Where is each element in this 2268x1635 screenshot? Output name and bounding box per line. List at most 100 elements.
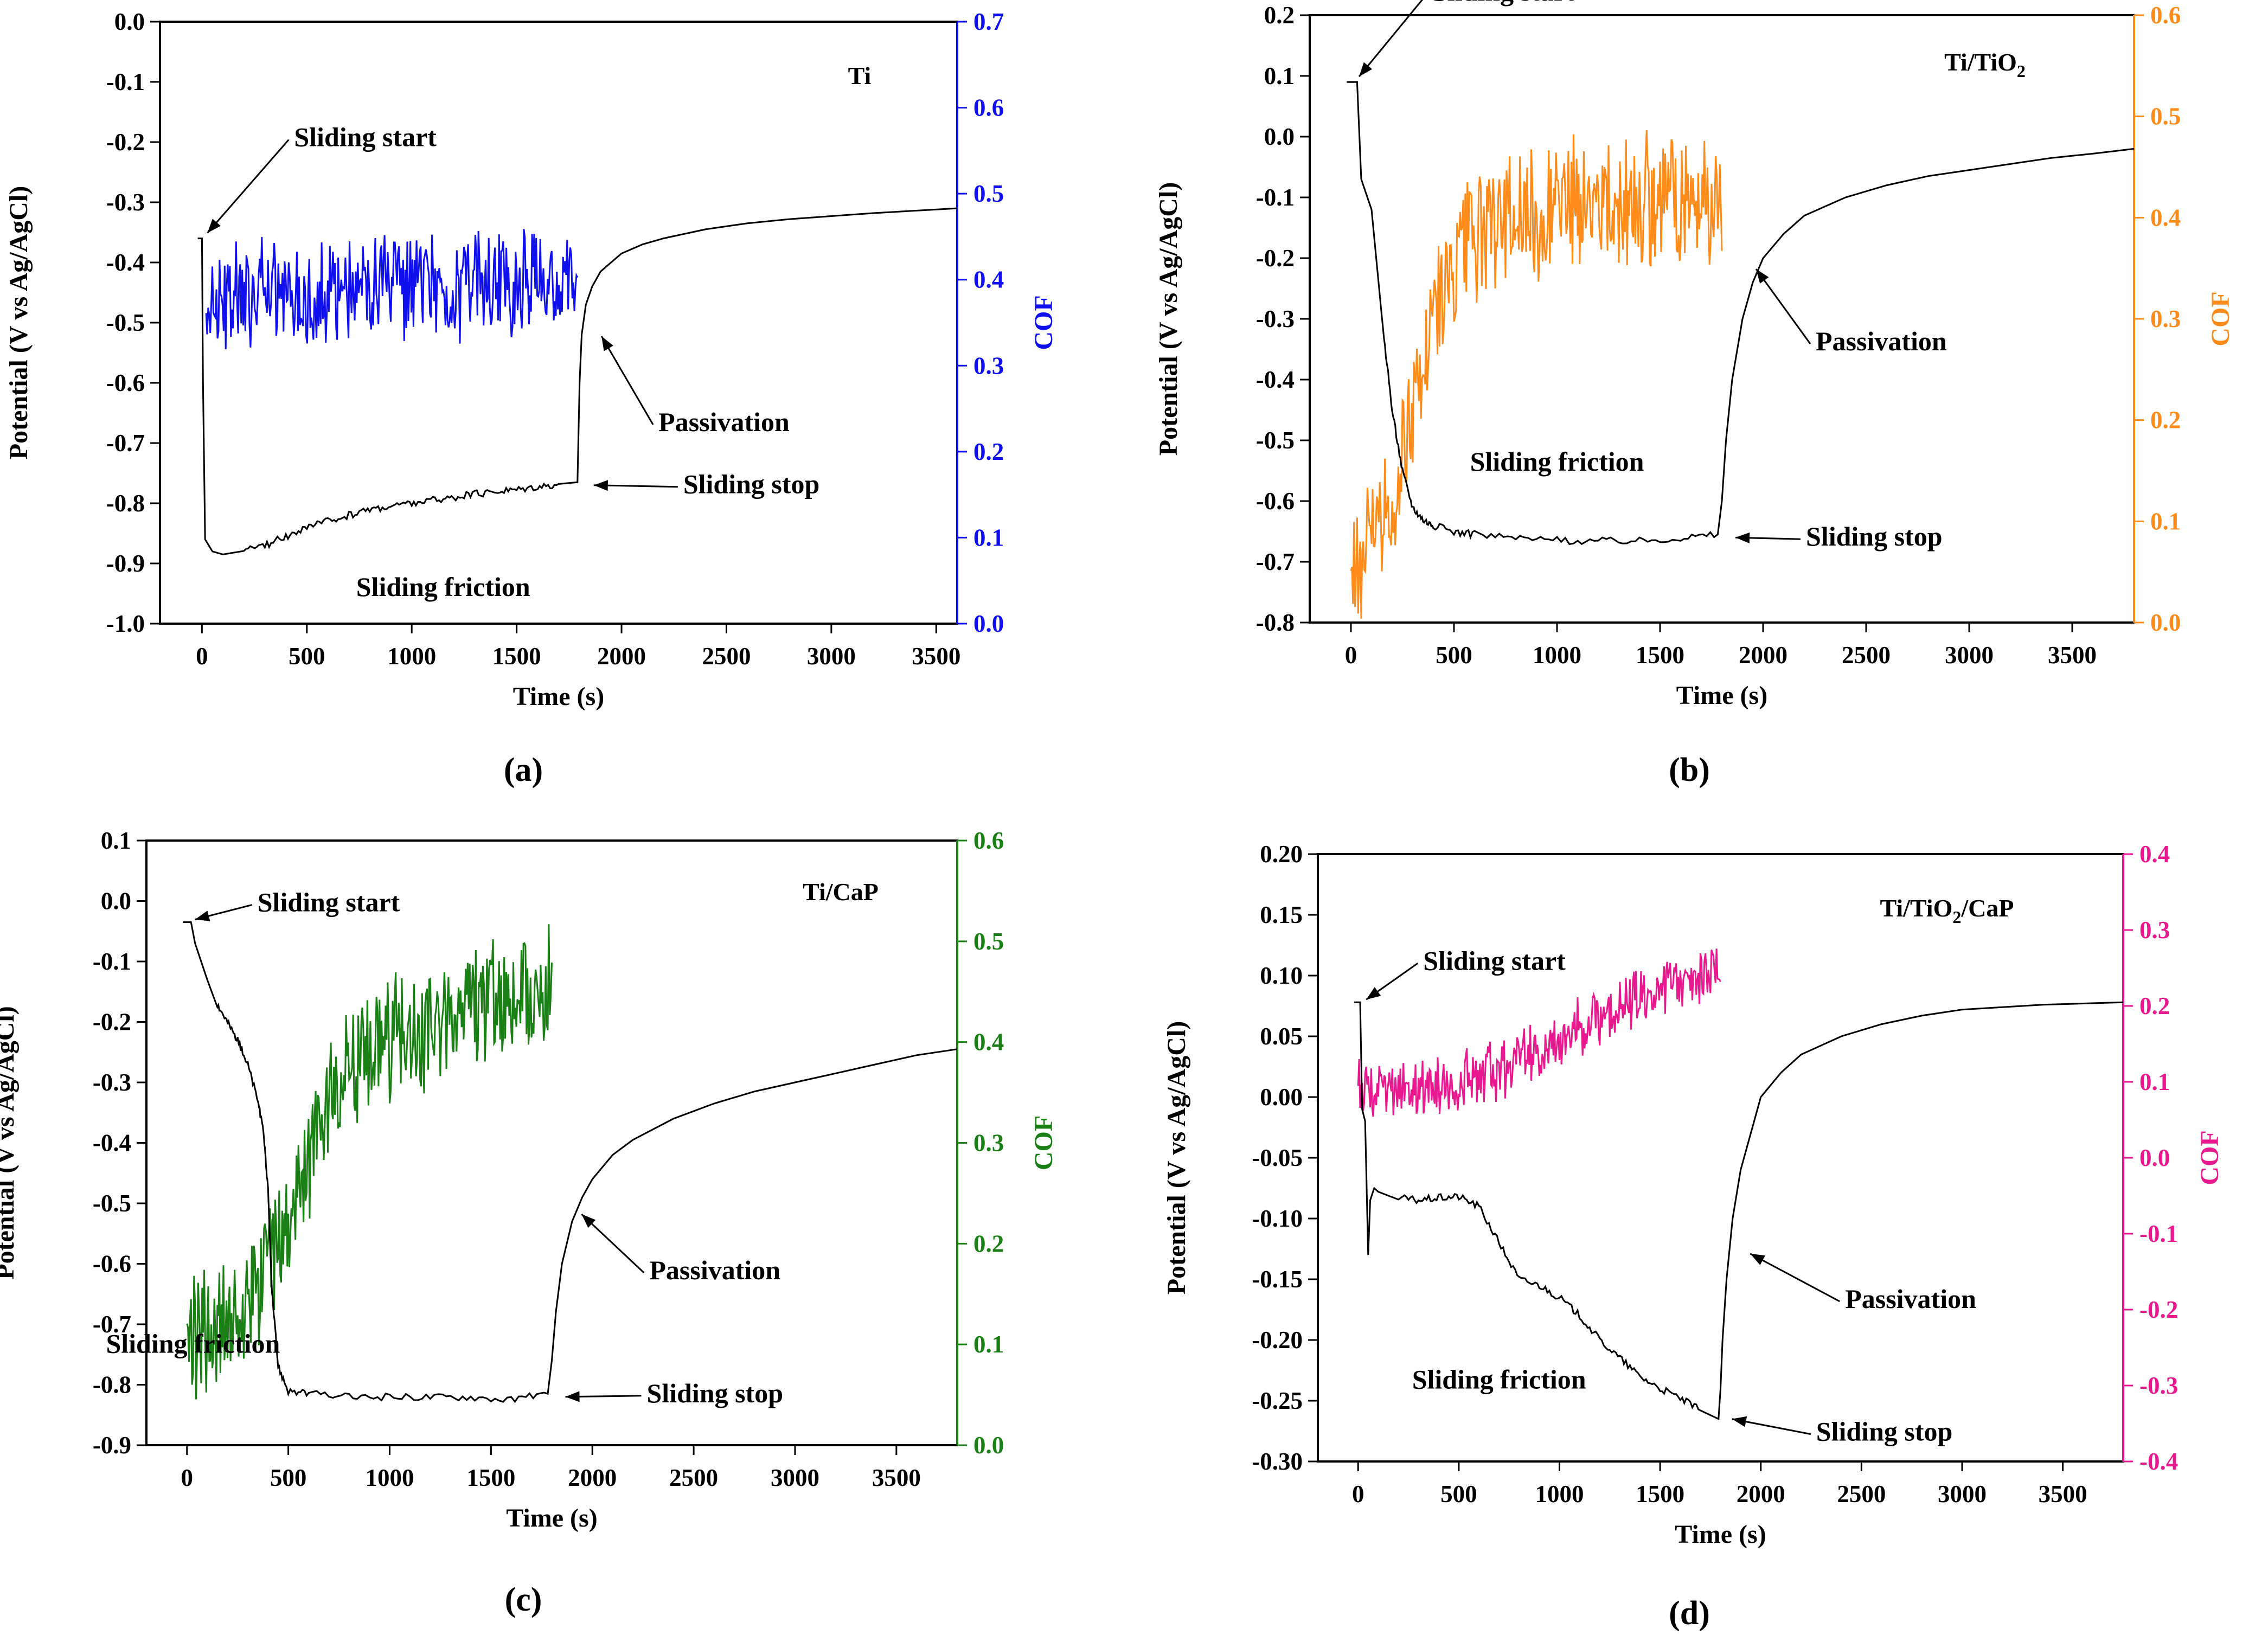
- x-tick-label: 1500: [492, 643, 541, 670]
- chart-panel-b: 0 500 1000 1500 2000 2500 3000 3500 0.2 0.1 0.0 -0.…: [1154, 0, 2235, 788]
- annotation-arrowhead: [207, 219, 221, 233]
- y-tick-label: -1.0: [106, 610, 145, 637]
- panel-title-text: Ti/TiO: [1944, 48, 2017, 76]
- plot-frame: [159, 21, 958, 625]
- y-tick-label: -0.15: [1252, 1266, 1303, 1293]
- x-tick-label: 3000: [807, 643, 856, 670]
- y-tick-label: -0.1: [93, 948, 131, 975]
- x-tick-label: 0: [196, 643, 208, 670]
- y-tick-label: 0.0: [101, 888, 131, 915]
- y-tick-label: -0.9: [106, 550, 145, 577]
- y-tick-label: 0.1: [1264, 62, 1295, 89]
- panel-title-text: Ti/CaP: [803, 878, 879, 906]
- annotation-arrowhead: [581, 1214, 596, 1228]
- cof-series-line: [205, 229, 579, 349]
- y-tick-label: -0.7: [93, 1311, 131, 1338]
- y-tick-label: 0.20: [1260, 841, 1303, 868]
- y2-tick-label: -0.3: [2139, 1372, 2178, 1399]
- y2-tick-label: 0.2: [973, 438, 1004, 465]
- y2-tick-label: 0.4: [973, 1029, 1004, 1056]
- x-tick-label: 1000: [387, 643, 436, 670]
- x-tick-label: 2500: [1842, 642, 1891, 669]
- panel-title-tail: /CaP: [1961, 894, 2014, 922]
- x-tick-label: 2500: [1837, 1480, 1886, 1508]
- x-tick-label: 500: [289, 643, 325, 670]
- annotation-label: Sliding stop: [683, 469, 820, 499]
- annotation-label: Sliding stop: [647, 1378, 784, 1408]
- annotation-label: Sliding friction: [106, 1328, 280, 1358]
- y2-tick-label: 0.1: [973, 524, 1004, 551]
- y2-tick-label: 0.4: [2150, 204, 2181, 231]
- y2-tick-label: 0.1: [2139, 1068, 2170, 1095]
- panel-title-subscript: 2: [2017, 61, 2026, 81]
- annotation-arrowhead: [195, 911, 210, 921]
- annotation-arrowhead: [1359, 62, 1373, 77]
- annotation-label: Sliding start: [1432, 0, 1575, 7]
- y-tick-label: -0.8: [1256, 609, 1295, 636]
- x-tick-label: 0: [181, 1464, 194, 1491]
- x-axis-label: Time (s): [1675, 1520, 1766, 1549]
- panel-label: (a): [504, 752, 543, 788]
- annotation-arrowhead: [601, 336, 613, 351]
- y2-tick-label: 0.3: [973, 352, 1004, 379]
- x-tick-label: 0: [1352, 1480, 1364, 1508]
- y2-tick-label: 0.5: [2150, 103, 2181, 130]
- y2-tick-label: 0.2: [2139, 992, 2170, 1020]
- annotation-arrow: [207, 139, 290, 234]
- y2-tick-label: 0.3: [973, 1130, 1004, 1157]
- y2-axis-label: COF: [1029, 1115, 1058, 1170]
- y-tick-label: -0.8: [93, 1371, 131, 1399]
- annotation-arrow: [1750, 1253, 1840, 1303]
- panel-title-text: Ti/TiO: [1880, 894, 1953, 922]
- annotation-label: Sliding stop: [1816, 1416, 1953, 1447]
- y2-tick-label: 0.0: [2150, 609, 2181, 636]
- annotation-arrow: [581, 1213, 645, 1274]
- x-tick-label: 2500: [702, 643, 751, 670]
- x-tick-label: 1500: [1636, 1480, 1684, 1508]
- annotation-arrowhead: [565, 1391, 580, 1402]
- x-tick-label: 500: [270, 1464, 307, 1491]
- y2-axis-label: COF: [2206, 291, 2235, 346]
- potential-series-line: [1354, 1001, 2124, 1420]
- y-tick-label: -0.3: [93, 1069, 131, 1096]
- annotation-label: Passivation: [658, 407, 790, 437]
- y-tick-label: -0.2: [93, 1009, 131, 1036]
- annotation-label: Passivation: [1816, 326, 1947, 356]
- x-tick-label: 1500: [1636, 642, 1684, 669]
- y-tick-label: -0.3: [1256, 305, 1295, 332]
- y2-tick-label: 0.5: [973, 180, 1004, 207]
- y2-tick-label: 0.6: [2150, 2, 2181, 29]
- y2-tick-label: 0.3: [2139, 916, 2170, 944]
- cof-series-line: [1350, 130, 1723, 619]
- panel-title: Ti/TiO2: [1944, 48, 2026, 81]
- y-tick-label: -0.1: [106, 68, 145, 95]
- y-tick-label: 0.05: [1260, 1023, 1303, 1050]
- potential-series-line: [183, 921, 958, 1403]
- x-tick-label: 2000: [1739, 642, 1788, 669]
- y-axis-label: Potential (V vs Ag/AgCl): [1154, 182, 1183, 456]
- y2-tick-label: 0.2: [973, 1230, 1004, 1257]
- y2-tick-label: 0.2: [2150, 407, 2181, 434]
- y2-tick-label: 0.4: [2139, 841, 2170, 868]
- y2-tick-label: 0.6: [973, 94, 1004, 121]
- y-tick-label: -0.7: [1256, 548, 1295, 575]
- y-axis-label: Potential (V vs Ag/AgCl): [0, 1006, 20, 1279]
- x-tick-label: 3000: [1938, 1480, 1987, 1508]
- y2-tick-label: -0.2: [2139, 1296, 2178, 1323]
- annotation-label: Sliding friction: [356, 572, 530, 602]
- annotation-label: Sliding start: [1423, 945, 1566, 976]
- x-tick-label: 3000: [1945, 642, 1994, 669]
- chart-panel-a: 0 500 1000 1500 2000 2500 3000 3500 0.0 -0.1 -0.2 -…: [4, 8, 1058, 788]
- x-tick-label: 2500: [669, 1464, 718, 1491]
- potential-series-line: [1347, 81, 2135, 546]
- x-axis-label: Time (s): [513, 682, 604, 711]
- panel-label: (c): [505, 1581, 542, 1618]
- y-tick-label: -0.4: [1256, 366, 1295, 393]
- x-tick-label: 1500: [466, 1464, 515, 1491]
- x-tick-label: 2000: [597, 643, 646, 670]
- y-tick-label: -0.6: [1256, 488, 1295, 515]
- annotation-label: Passivation: [1845, 1284, 1976, 1314]
- x-tick-label: 1000: [366, 1464, 414, 1491]
- x-tick-label: 3000: [771, 1464, 819, 1491]
- y-tick-label: 0.0: [1264, 123, 1295, 150]
